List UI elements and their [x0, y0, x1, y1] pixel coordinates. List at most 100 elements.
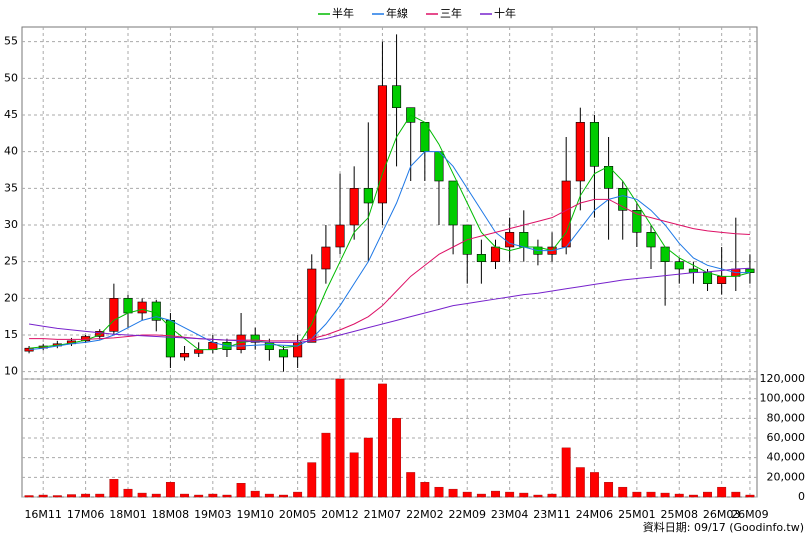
- candle-body: [180, 353, 190, 358]
- volume-bar: [448, 488, 458, 498]
- volume-bar: [731, 491, 741, 498]
- y-tick-label: 20: [4, 291, 18, 304]
- volume-bar: [123, 488, 133, 498]
- candle-body: [575, 122, 585, 182]
- candle-body: [589, 122, 599, 167]
- x-tick-label: 17M06: [67, 508, 105, 521]
- volume-bar: [236, 483, 246, 498]
- x-tick-label: 23M04: [491, 508, 529, 521]
- x-tick-label: 20M05: [279, 508, 317, 521]
- x-tick-label: 19M03: [194, 508, 232, 521]
- candle-body: [448, 180, 458, 226]
- volume-bar: [392, 418, 402, 498]
- x-tick-label: 26M03: [703, 508, 741, 521]
- volume-bar: [476, 493, 486, 498]
- volume-bar: [109, 479, 119, 498]
- candle-body: [561, 180, 571, 248]
- y2-tick-label: 0: [798, 490, 805, 503]
- volume-bar: [491, 490, 500, 498]
- volume-bar: [250, 490, 260, 498]
- volume-bar: [307, 462, 317, 498]
- x-tick-label: 20M12: [321, 508, 359, 521]
- volume-bar: [151, 493, 161, 498]
- candle-body: [194, 349, 204, 354]
- volume-bar: [632, 491, 642, 498]
- volume-bar: [703, 491, 712, 498]
- x-tick-label: 24M06: [576, 508, 614, 521]
- moving-average-line: [29, 151, 750, 351]
- volume-bar: [377, 383, 387, 498]
- y-tick-label: 10: [4, 365, 18, 378]
- y-tick-label: 50: [4, 71, 18, 84]
- y2-tick-label: 120,000: [760, 372, 806, 385]
- candle-body: [674, 261, 684, 270]
- volume-bar: [279, 494, 288, 498]
- y2-tick-label: 20,000: [767, 470, 806, 483]
- candle-body: [335, 224, 345, 248]
- candle-body: [618, 188, 628, 211]
- volume-bar: [688, 494, 698, 498]
- volume-bar: [434, 486, 444, 498]
- candle-body: [95, 331, 105, 337]
- candle-body: [505, 232, 515, 248]
- volume-bar: [165, 482, 175, 498]
- volume-bar: [604, 482, 614, 498]
- candle-body: [109, 298, 119, 332]
- x-tick-label: 18M08: [152, 508, 190, 521]
- volume-bar: [745, 494, 755, 498]
- x-tick-label: 25M08: [661, 508, 699, 521]
- y-tick-label: 55: [4, 35, 18, 48]
- x-tick-label: 26M09: [731, 508, 769, 521]
- x-tick-label: 19M10: [236, 508, 274, 521]
- legend-label: 年線: [386, 6, 408, 20]
- volume-bar: [646, 491, 656, 498]
- volume-bar: [363, 437, 373, 498]
- candle-body: [363, 188, 373, 204]
- candle-body: [519, 232, 529, 248]
- volume-bar: [194, 494, 204, 498]
- x-tick-label: 16M11: [24, 508, 62, 521]
- x-tick-label: 22M02: [406, 508, 444, 521]
- volume-bar: [81, 493, 91, 498]
- y2-tick-label: 60,000: [767, 431, 806, 444]
- x-tick-label: 23M11: [533, 508, 571, 521]
- volume-bar: [95, 493, 105, 498]
- volume-bar: [618, 486, 628, 498]
- candle-body: [646, 232, 656, 248]
- volume-bar: [462, 491, 472, 498]
- candle-body: [165, 320, 175, 358]
- candle-body: [137, 301, 147, 314]
- volume-bar: [180, 493, 189, 498]
- moving-average-line: [29, 114, 751, 351]
- y-tick-label: 25: [4, 255, 18, 268]
- volume-bar: [222, 494, 232, 498]
- volume-bar: [717, 486, 727, 498]
- x-tick-label: 18M01: [109, 508, 147, 521]
- volume-bar: [264, 493, 274, 498]
- volume-bar: [52, 495, 62, 498]
- candle-body: [307, 268, 317, 343]
- volume-bar: [533, 494, 543, 498]
- x-tick-label: 21M07: [364, 508, 402, 521]
- y-tick-label: 40: [4, 145, 18, 158]
- candle-body: [250, 334, 260, 343]
- y2-tick-label: 80,000: [767, 411, 806, 424]
- volume-bar: [24, 495, 34, 498]
- volume-bar: [208, 493, 218, 498]
- candle-body: [632, 210, 642, 233]
- candle-body: [702, 272, 713, 284]
- moving-average-line: [29, 198, 750, 342]
- candle-body: [377, 85, 387, 204]
- volume-bar: [335, 378, 345, 498]
- volume-bar: [547, 493, 557, 498]
- volume-bar: [519, 492, 529, 498]
- legend: 半年 年線 三年 十年: [318, 6, 516, 20]
- candle-body: [123, 298, 133, 314]
- volume-bar: [406, 472, 416, 498]
- legend-label: 半年: [332, 6, 354, 20]
- y-tick-label: 30: [4, 218, 18, 231]
- volume-bar: [67, 494, 76, 498]
- candle-body: [434, 151, 444, 182]
